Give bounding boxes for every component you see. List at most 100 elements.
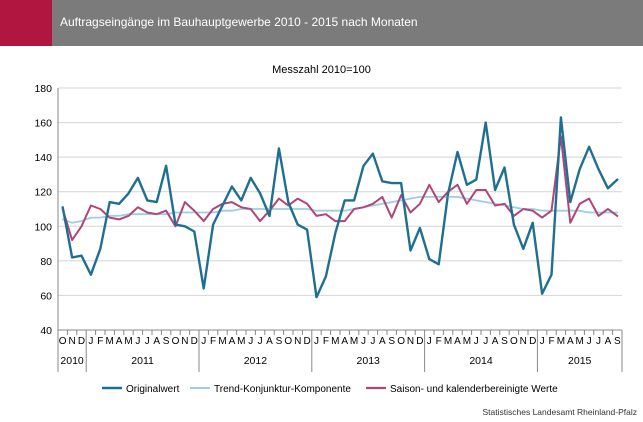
month-tick-label: M	[124, 336, 132, 347]
data-point-originalwert	[80, 255, 83, 257]
month-tick-label: M	[237, 336, 245, 347]
data-point-trend-konjunktur-komponente	[503, 204, 506, 207]
month-tick-label: M	[557, 336, 565, 347]
series-line-originalwert	[61, 116, 619, 299]
data-point-trend-konjunktur-komponente	[475, 199, 477, 201]
data-point-trend-konjunktur-komponente	[456, 196, 459, 198]
month-tick-label: F	[548, 336, 554, 347]
data-point-originalwert	[428, 258, 430, 260]
data-point-trend-konjunktur-komponente	[409, 198, 412, 200]
header-accent-bar	[0, 0, 52, 46]
source-note: Statistisches Landesamt Rheinland-Pfalz	[482, 407, 638, 417]
data-point-saison-und-kalenderbereinigte-werte	[184, 201, 186, 203]
data-point-trend-konjunktur-komponente	[438, 196, 440, 198]
data-point-trend-konjunktur-komponente	[616, 211, 618, 214]
month-tick-label: A	[454, 336, 461, 347]
data-point-originalwert	[165, 165, 167, 167]
data-point-trend-konjunktur-komponente	[485, 201, 487, 203]
data-point-originalwert	[193, 230, 195, 233]
month-tick-label: A	[229, 336, 236, 347]
data-point-trend-konjunktur-komponente	[344, 210, 346, 212]
data-point-trend-konjunktur-komponente	[99, 217, 101, 219]
year-label-2011: 2011	[131, 355, 154, 367]
month-tick-label: N	[520, 336, 527, 347]
month-tick-label: S	[388, 336, 395, 347]
data-point-trend-konjunktur-komponente	[127, 213, 130, 215]
data-point-originalwert	[607, 187, 609, 189]
chart-header: Auftragseingänge im Bauhauptgewerbe 2010…	[0, 0, 643, 46]
data-point-originalwert	[344, 199, 346, 201]
data-point-trend-konjunktur-komponente	[597, 211, 600, 214]
data-point-saison-und-kalenderbereinigte-werte	[362, 206, 365, 208]
data-point-saison-und-kalenderbereinigte-werte	[90, 204, 92, 207]
month-tick-label: O	[510, 336, 518, 347]
month-tick-label: O	[397, 336, 405, 347]
data-point-trend-konjunktur-komponente	[607, 211, 609, 214]
data-point-originalwert	[184, 225, 186, 227]
data-point-trend-konjunktur-komponente	[419, 196, 421, 198]
data-point-originalwert	[203, 287, 205, 290]
data-point-originalwert	[419, 227, 421, 229]
data-point-saison-und-kalenderbereinigte-werte	[428, 184, 430, 186]
data-point-saison-und-kalenderbereinigte-werte	[616, 215, 618, 217]
data-point-saison-und-kalenderbereinigte-werte	[306, 203, 308, 205]
data-point-trend-konjunktur-komponente	[588, 211, 590, 214]
data-point-saison-und-kalenderbereinigte-werte	[372, 203, 374, 205]
data-point-saison-und-kalenderbereinigte-werte	[315, 215, 318, 217]
data-point-saison-und-kalenderbereinigte-werte	[221, 203, 224, 205]
data-point-originalwert	[353, 199, 355, 201]
data-point-saison-und-kalenderbereinigte-werte	[278, 198, 280, 200]
month-tick-label: O	[59, 336, 67, 347]
data-point-saison-und-kalenderbereinigte-werte	[203, 220, 205, 222]
data-point-trend-konjunktur-komponente	[532, 208, 534, 210]
month-tick-label: A	[116, 336, 123, 347]
data-point-saison-und-kalenderbereinigte-werte	[297, 198, 299, 200]
month-tick-label: M	[444, 336, 452, 347]
y-tick-label: 140	[34, 152, 52, 164]
chart-subtitle: Messzahl 2010=100	[272, 64, 371, 76]
data-point-originalwert	[532, 222, 534, 224]
data-point-trend-konjunktur-komponente	[203, 211, 205, 214]
data-point-saison-und-kalenderbereinigte-werte	[193, 210, 195, 212]
month-tick-label: J	[145, 336, 150, 347]
data-point-originalwert	[278, 147, 280, 150]
month-tick-label: D	[191, 336, 198, 347]
month-tick-label: J	[258, 336, 263, 347]
data-point-originalwert	[221, 204, 224, 207]
data-point-saison-und-kalenderbereinigte-werte	[156, 213, 158, 215]
data-point-originalwert	[174, 224, 177, 226]
data-point-trend-konjunktur-komponente	[334, 210, 336, 212]
month-tick-label: O	[284, 336, 292, 347]
month-tick-label: J	[483, 336, 488, 347]
data-point-originalwert	[522, 248, 524, 250]
data-point-saison-und-kalenderbereinigte-werte	[466, 203, 468, 205]
data-point-saison-und-kalenderbereinigte-werte	[569, 222, 571, 224]
data-point-originalwert	[381, 180, 383, 182]
data-point-trend-konjunktur-komponente	[569, 210, 571, 212]
data-point-trend-konjunktur-komponente	[287, 208, 289, 210]
data-point-saison-und-kalenderbereinigte-werte	[325, 213, 327, 215]
data-point-trend-konjunktur-komponente	[109, 215, 111, 217]
data-point-originalwert	[466, 184, 468, 186]
data-point-saison-und-kalenderbereinigte-werte	[259, 220, 261, 222]
data-point-trend-konjunktur-komponente	[579, 210, 581, 212]
month-tick-label: F	[323, 336, 329, 347]
y-tick-label: 80	[40, 256, 52, 268]
data-point-originalwert	[438, 263, 440, 265]
data-point-saison-und-kalenderbereinigte-werte	[541, 217, 543, 219]
data-point-saison-und-kalenderbereinigte-werte	[334, 220, 336, 222]
data-point-trend-konjunktur-komponente	[165, 213, 167, 215]
data-point-trend-konjunktur-komponente	[306, 208, 308, 210]
data-point-originalwert	[297, 224, 299, 226]
month-tick-label: N	[181, 336, 188, 347]
y-tick-label: 40	[40, 325, 52, 337]
year-label-2010: 2010	[60, 355, 84, 367]
data-point-originalwert	[409, 249, 412, 252]
data-point-trend-konjunktur-komponente	[297, 208, 299, 210]
data-point-originalwert	[503, 166, 506, 169]
month-tick-label: J	[370, 336, 375, 347]
y-tick-label: 120	[34, 187, 52, 199]
data-point-originalwert	[156, 201, 158, 203]
data-point-saison-und-kalenderbereinigte-werte	[588, 198, 590, 200]
data-point-originalwert	[475, 179, 477, 181]
